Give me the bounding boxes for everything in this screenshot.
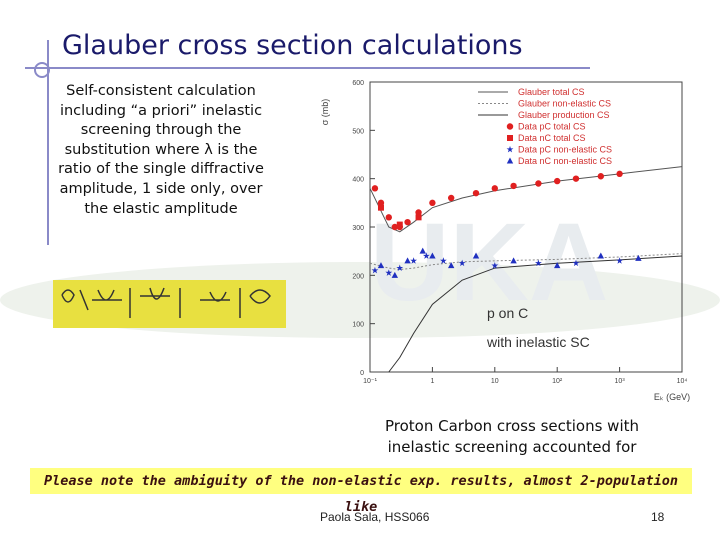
data-point bbox=[404, 257, 411, 264]
description: Self-consistent calculation including “a… bbox=[58, 83, 264, 217]
legend-label: Glauber non-elastic CS bbox=[518, 99, 611, 109]
data-point bbox=[439, 257, 447, 264]
data-point bbox=[572, 175, 580, 182]
x-tick-label: 10⁴ bbox=[677, 378, 688, 385]
legend-label: Data nC non-elastic CS bbox=[518, 156, 612, 166]
deco-circle bbox=[34, 62, 50, 78]
data-point bbox=[429, 252, 436, 259]
chart: 0 100 200 300 400 500 600 10⁻¹ 1 10 10² 10³ 10⁴ Eₖ (G… bbox=[320, 80, 690, 402]
page-number: 18 bbox=[651, 510, 665, 524]
legend-label: Data pC non-elastic CS bbox=[518, 145, 612, 155]
annotation: with inelastic SC bbox=[486, 334, 590, 350]
data-point bbox=[597, 252, 605, 259]
data-point bbox=[396, 221, 403, 228]
x-tick-label: 10⁻¹ bbox=[363, 378, 377, 385]
y-tick-label: 400 bbox=[352, 177, 364, 184]
x-axis-label: Eₖ (GeV) bbox=[654, 392, 690, 402]
legend-label: Data pC total CS bbox=[518, 122, 586, 132]
data-point bbox=[415, 209, 422, 216]
data-point bbox=[377, 262, 385, 269]
data-point bbox=[458, 259, 466, 267]
data-point bbox=[554, 177, 561, 185]
data-point bbox=[410, 257, 418, 264]
legend-marker bbox=[506, 157, 514, 164]
legend-label: Glauber production CS bbox=[518, 110, 610, 120]
data-point bbox=[535, 180, 542, 187]
legend-marker bbox=[506, 123, 514, 130]
data-point bbox=[422, 252, 430, 259]
data-point bbox=[447, 262, 455, 269]
data-point bbox=[396, 264, 404, 271]
data-point bbox=[472, 189, 480, 197]
data-point bbox=[616, 257, 624, 264]
legend-marker bbox=[507, 135, 513, 141]
data-point bbox=[447, 194, 455, 202]
data-point bbox=[377, 199, 385, 207]
data-point bbox=[404, 218, 411, 226]
data-point bbox=[635, 254, 642, 261]
curve bbox=[369, 253, 683, 271]
data-point bbox=[385, 269, 393, 276]
data-point bbox=[377, 204, 384, 211]
data-point bbox=[371, 266, 379, 274]
legend-label: Data nC total CS bbox=[518, 133, 586, 143]
data-point bbox=[391, 271, 399, 278]
y-tick-label: 200 bbox=[352, 273, 364, 280]
data-point bbox=[419, 247, 426, 254]
data-point bbox=[385, 214, 392, 221]
curve bbox=[369, 166, 683, 233]
data-point bbox=[597, 173, 605, 180]
x-tick-label: 10² bbox=[552, 378, 563, 385]
slide-title: Glauber cross section calculations bbox=[62, 30, 523, 61]
x-tick-label: 1 bbox=[430, 378, 434, 385]
y-tick-label: 500 bbox=[352, 128, 364, 135]
data-point bbox=[534, 259, 542, 267]
y-axis-label: σ (mb) bbox=[320, 99, 330, 126]
data-point bbox=[491, 262, 499, 269]
data-point bbox=[415, 214, 422, 221]
data-point bbox=[510, 257, 517, 264]
caption: Proton Carbon cross sections with inelas… bbox=[384, 417, 640, 456]
curve bbox=[388, 255, 683, 373]
y-tick-label: 100 bbox=[352, 322, 364, 329]
data-point bbox=[391, 223, 399, 231]
data-point bbox=[616, 170, 623, 178]
legend-label: Glauber total CS bbox=[518, 87, 585, 97]
x-tick-label: 10 bbox=[491, 378, 499, 385]
formula-box bbox=[53, 280, 286, 328]
data-point bbox=[572, 259, 580, 267]
note: Please note the ambiguity of the non-ela… bbox=[30, 468, 692, 515]
data-point bbox=[472, 252, 480, 259]
y-tick-label: 0 bbox=[360, 370, 364, 377]
data-point bbox=[371, 185, 379, 192]
annotation: p on C bbox=[487, 305, 528, 321]
data-point bbox=[491, 185, 498, 192]
legend-marker bbox=[506, 145, 514, 153]
formula bbox=[61, 287, 271, 318]
data-point bbox=[510, 182, 517, 190]
footer-author: Paola Sala, HSS066 bbox=[320, 510, 430, 524]
data-point bbox=[429, 199, 436, 207]
y-tick-label: 600 bbox=[352, 80, 364, 87]
y-tick-label: 300 bbox=[352, 225, 364, 232]
data-point bbox=[554, 262, 561, 269]
x-tick-label: 10³ bbox=[615, 378, 626, 385]
